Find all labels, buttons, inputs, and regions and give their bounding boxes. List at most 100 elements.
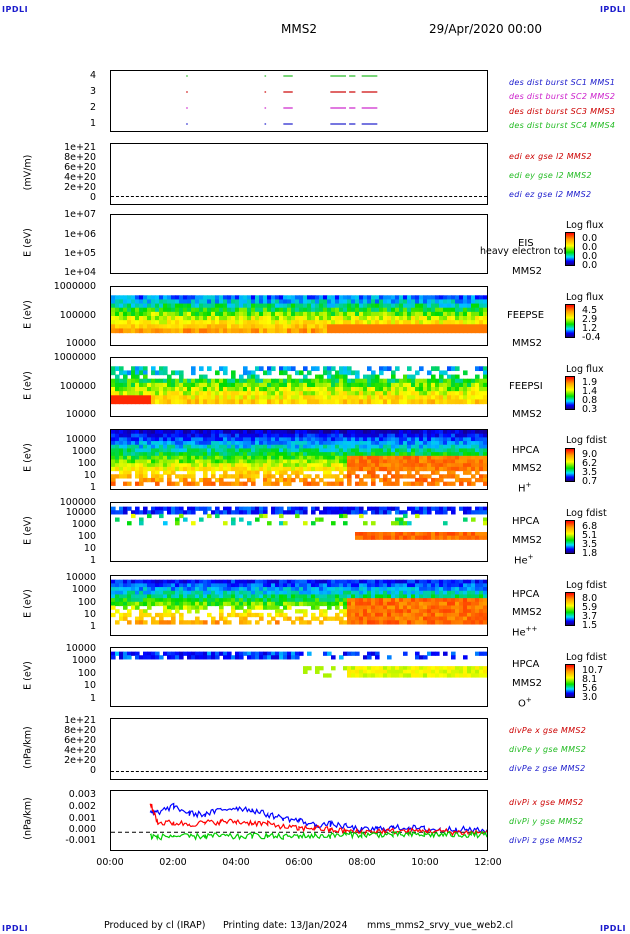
spectrogram-cell xyxy=(375,583,380,588)
spectrogram-cell xyxy=(267,299,272,305)
spectrogram-cell xyxy=(159,474,164,479)
spectrogram-cell xyxy=(339,466,344,472)
spectrogram-cell xyxy=(339,455,344,461)
spectrogram-cell xyxy=(323,579,328,584)
spectrogram-cell xyxy=(231,594,236,599)
spectrogram-cell xyxy=(483,477,487,483)
spectrogram-cell xyxy=(323,598,328,603)
spectrogram-cell xyxy=(335,444,340,450)
spectrogram-cell xyxy=(475,391,480,396)
spectrogram-cell xyxy=(203,316,208,321)
spectrogram-cell xyxy=(463,605,468,610)
spectrogram-cell xyxy=(179,448,184,453)
spectrogram-cell xyxy=(335,324,340,330)
spectrogram-cell xyxy=(171,391,176,396)
spectrogram-cell xyxy=(191,605,196,610)
spectrogram-cell xyxy=(223,510,228,515)
spectrogram-cell xyxy=(135,463,140,468)
spectrogram-cell xyxy=(115,620,120,625)
spectrogram-cell xyxy=(267,583,272,588)
spectrogram-cell xyxy=(235,295,240,301)
spectrogram-cell xyxy=(359,444,364,450)
spectrogram-cell xyxy=(335,307,340,313)
spectrogram-cell xyxy=(167,620,172,625)
spectrogram-cell xyxy=(327,295,332,301)
spectrogram-cell xyxy=(167,579,172,584)
spectrogram-cell xyxy=(247,328,252,334)
spectrogram-cell xyxy=(403,328,408,334)
spectrogram-cell xyxy=(187,441,192,446)
spectrogram-cell xyxy=(455,324,460,330)
spectrogram-cell xyxy=(275,320,280,325)
spectrogram-cell xyxy=(127,590,132,596)
spectrogram-cell xyxy=(323,430,328,435)
spectrogram-cell xyxy=(319,587,324,592)
spectrogram-cell xyxy=(403,303,408,309)
spectrogram-cell xyxy=(243,455,248,461)
spectrogram-cell xyxy=(363,391,368,396)
spectrogram-cell xyxy=(131,452,136,457)
spectrogram-cell xyxy=(399,601,404,607)
spectrogram-cell xyxy=(403,378,408,384)
spectrogram-cell xyxy=(399,433,404,438)
spectrogram-cell xyxy=(343,466,348,472)
spectrogram-cell xyxy=(131,513,136,519)
spectrogram-cell xyxy=(179,477,184,483)
spectrogram-cell xyxy=(427,378,432,384)
spectrogram-cell xyxy=(267,430,272,435)
spectrogram-cell xyxy=(363,374,368,380)
spectrogram-cell xyxy=(295,506,300,511)
spectrogram-cell xyxy=(287,395,292,401)
spectrogram-cell xyxy=(139,382,144,388)
spectrogram-cell xyxy=(303,387,308,392)
spectrogram-cell xyxy=(455,583,460,588)
spectrogram-cell xyxy=(295,466,300,472)
spectrogram-cell xyxy=(455,598,460,603)
spectrogram-cell xyxy=(147,463,152,468)
spectrogram-cell xyxy=(475,601,480,607)
spectrogram-cell xyxy=(347,316,352,321)
spectrogram-cell xyxy=(399,399,404,405)
spectrogram-cell xyxy=(163,382,168,388)
spectrogram-cell xyxy=(339,395,344,401)
spectrogram-cell xyxy=(143,583,148,588)
spectrogram-cell xyxy=(423,616,428,621)
spectrogram-cell xyxy=(191,382,196,388)
spectrogram-cell xyxy=(367,470,372,475)
spectrogram-cell xyxy=(183,307,188,313)
spectrogram-cell xyxy=(267,441,272,446)
spectrogram-cell xyxy=(263,466,268,472)
spectrogram-cell xyxy=(415,387,420,392)
spectrogram-cell xyxy=(147,328,152,334)
spectrogram-cell xyxy=(411,399,416,405)
spectrogram-cell xyxy=(459,441,464,446)
spectrogram-cell xyxy=(451,587,456,592)
spectrogram-cell xyxy=(483,328,487,334)
spectrogram-cell xyxy=(235,311,240,317)
spectrogram-cell xyxy=(295,474,300,479)
spectrogram-cell xyxy=(155,455,160,461)
spectrogram-cell xyxy=(331,466,336,472)
spectrogram-cell xyxy=(271,399,276,405)
spectrogram-cell xyxy=(287,452,292,457)
spectrogram-cell xyxy=(347,311,352,317)
spectrogram-cell xyxy=(295,391,300,396)
spectrogram-cell xyxy=(339,448,344,453)
spectrogram-cell xyxy=(175,521,180,526)
spectrogram-cell xyxy=(295,587,300,592)
spectrogram-cell xyxy=(271,295,276,301)
spectrogram-cell xyxy=(363,448,368,453)
spectrogram-cell xyxy=(327,299,332,305)
spectrogram-cell xyxy=(215,399,220,405)
spectrogram-cell xyxy=(355,605,360,610)
spectrogram-cell xyxy=(415,382,420,388)
spectrogram-cell xyxy=(127,391,132,396)
hpca-he1-colorbar xyxy=(565,520,575,554)
spectrogram-cell xyxy=(195,444,200,450)
spectrogram-cell xyxy=(175,320,180,325)
spectrogram-cell xyxy=(435,651,440,656)
spectrogram-cell xyxy=(263,452,268,457)
spectrogram-cell xyxy=(415,535,420,540)
spectrogram-cell xyxy=(127,587,132,592)
spectrogram-cell xyxy=(195,299,200,305)
